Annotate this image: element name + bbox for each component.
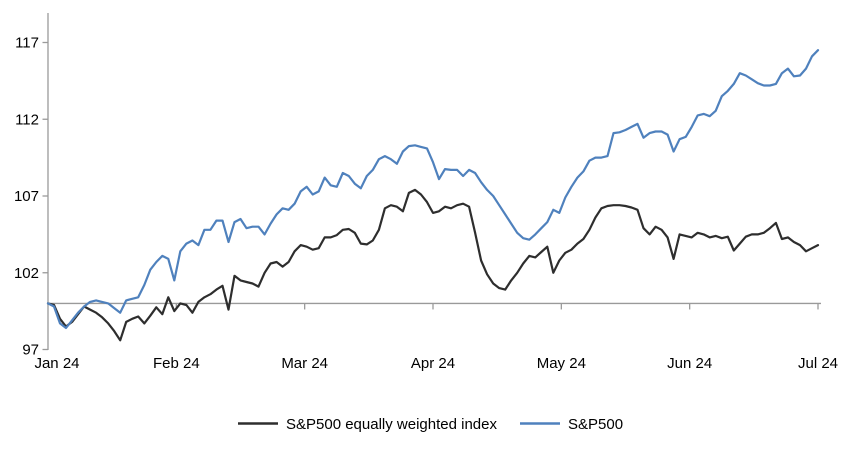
y-axis-tick-label: 107 bbox=[14, 188, 39, 205]
x-axis-tick-label: Feb 24 bbox=[153, 355, 200, 372]
x-axis-tick-label: Jul 24 bbox=[798, 355, 838, 372]
series-line-equal-weight bbox=[46, 188, 820, 342]
x-axis-tick-label: May 24 bbox=[537, 355, 586, 372]
y-axis-tick-label: 97 bbox=[22, 342, 39, 359]
x-axis-tick-label: Apr 24 bbox=[411, 355, 455, 372]
legend-label-equal-weight: S&P500 equally weighted index bbox=[286, 416, 497, 433]
chart-legend: S&P500 equally weighted index S&P500 bbox=[238, 416, 623, 433]
legend-label-sp500: S&P500 bbox=[568, 416, 623, 433]
series-lines bbox=[46, 49, 820, 342]
y-axis-tick-label: 112 bbox=[15, 111, 39, 128]
y-axis: 97 102 107 112 117 bbox=[14, 13, 49, 359]
y-axis-tick-label: 117 bbox=[15, 35, 39, 52]
x-axis-tick-label: Jan 24 bbox=[34, 355, 79, 372]
x-axis: Jan 24 Feb 24 Mar 24 Apr 24 May 24 Jun 24 Jul … bbox=[34, 303, 838, 372]
series-line-sp500 bbox=[46, 49, 820, 330]
y-axis-tick-label: 102 bbox=[14, 265, 39, 282]
x-axis-tick-label: Mar 24 bbox=[281, 355, 328, 372]
x-axis-tick-label: Jun 24 bbox=[667, 355, 712, 372]
